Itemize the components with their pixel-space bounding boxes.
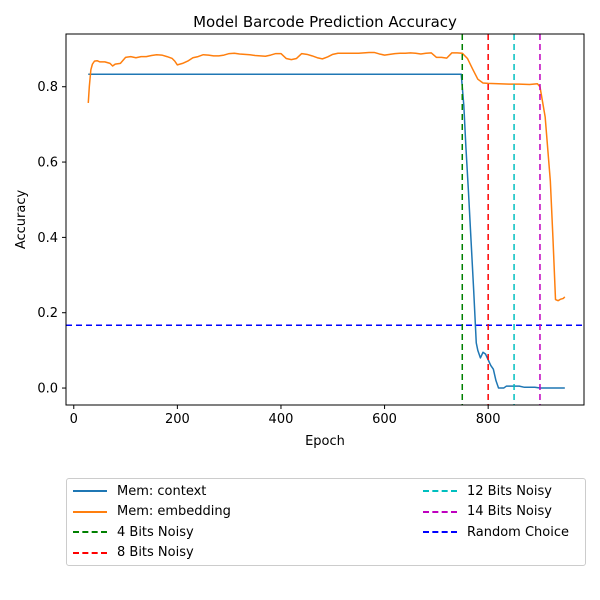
chart-title: Model Barcode Prediction Accuracy	[193, 13, 457, 31]
legend-item: Mem: context	[73, 481, 206, 501]
series-line-context	[88, 73, 565, 389]
y-tick-label: 0.4	[37, 231, 58, 246]
legend-swatch	[423, 490, 457, 492]
y-tick-label: 0.2	[37, 306, 58, 321]
y-axis-label: Accuracy	[14, 190, 29, 250]
y-tick-label: 0.6	[37, 156, 58, 171]
x-tick-label: 600	[372, 412, 397, 427]
legend-swatch	[73, 510, 107, 513]
y-tick-label: 0.8	[37, 80, 58, 95]
legend: Mem: context Mem: embedding 4 Bits Noisy 8 …	[66, 478, 586, 566]
legend-item: 8 Bits Noisy	[73, 543, 194, 563]
legend-label: 12 Bits Noisy	[467, 483, 552, 499]
legend-swatch	[73, 531, 107, 533]
legend-label: 4 Bits Noisy	[117, 524, 194, 540]
legend-swatch	[73, 490, 107, 492]
legend-label: Random Choice	[467, 524, 569, 540]
legend-swatch	[423, 510, 457, 513]
legend-swatch	[73, 551, 107, 554]
x-axis-label: Epoch	[305, 434, 345, 449]
legend-item: Random Choice	[423, 522, 569, 542]
legend-label: Mem: embedding	[117, 504, 231, 519]
series-line-embedding	[87, 51, 566, 302]
legend-item: 4 Bits Noisy	[73, 522, 194, 542]
x-tick-label: 0	[70, 412, 78, 427]
plot-area	[65, 33, 585, 406]
legend-swatch	[423, 531, 457, 533]
x-tick-label: 400	[269, 412, 294, 427]
legend-item: 12 Bits Noisy	[423, 481, 552, 501]
legend-label: 14 Bits Noisy	[467, 504, 552, 519]
x-tick-label: 200	[165, 412, 190, 427]
x-tick-label: 800	[476, 412, 501, 427]
legend-item: 14 Bits Noisy	[423, 502, 552, 522]
y-tick-label: 0.0	[37, 382, 58, 397]
legend-label: 8 Bits Noisy	[117, 545, 194, 560]
legend-item: Mem: embedding	[73, 502, 231, 522]
legend-label: Mem: context	[117, 483, 207, 499]
